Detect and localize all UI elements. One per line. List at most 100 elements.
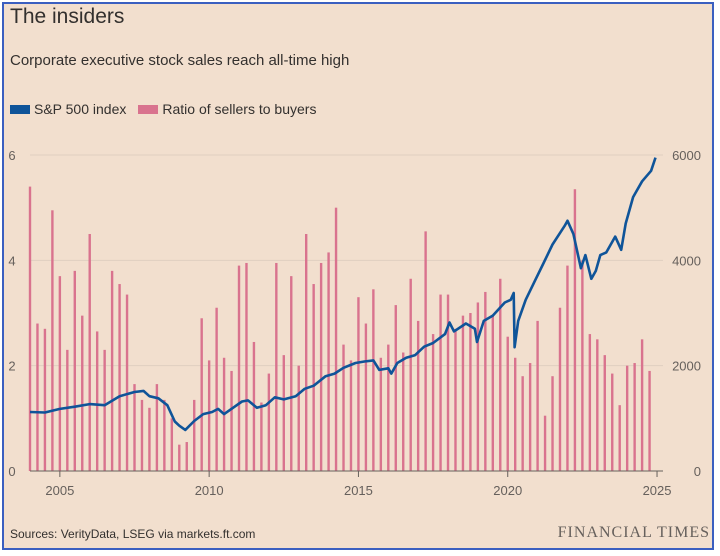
y-right-tick-label: 0 — [694, 464, 701, 479]
legend-item-sp500: S&P 500 index — [10, 101, 126, 117]
ratio-bar — [446, 294, 450, 471]
ratio-bar — [215, 307, 218, 471]
legend-label-sp500: S&P 500 index — [34, 101, 127, 117]
ratio-bar — [409, 278, 412, 471]
ratio-bar — [379, 357, 383, 471]
ratio-bar — [476, 302, 480, 471]
ratio-bar — [155, 384, 159, 471]
ratio-bar — [334, 207, 338, 471]
ratio-bar — [297, 365, 300, 471]
legend-swatch-sp500 — [10, 104, 30, 114]
x-tick-label: 2020 — [493, 483, 522, 498]
ratio-bar — [581, 260, 584, 471]
ratio-bar — [469, 313, 472, 471]
ratio-bar — [103, 349, 106, 471]
ratio-bar — [506, 336, 509, 471]
ratio-bar — [454, 328, 457, 471]
ratio-bar — [200, 318, 203, 471]
ratio-bar — [633, 363, 636, 471]
ratio-bar — [588, 334, 592, 471]
ratio-bar — [558, 307, 562, 471]
ratio-bar — [566, 265, 569, 471]
ratio-bar — [640, 339, 644, 471]
ratio-bar — [342, 344, 345, 471]
y-right-tick-label: 2000 — [672, 359, 701, 374]
ratio-bar — [514, 357, 517, 471]
ratio-bar — [81, 315, 84, 471]
ratio-bar — [543, 415, 547, 471]
y-left-tick-label: 2 — [8, 359, 15, 374]
ratio-bar — [95, 331, 99, 471]
ratio-bar — [364, 323, 368, 471]
legend-label-ratio: Ratio of sellers to buyers — [162, 101, 317, 117]
x-tick-label: 2005 — [45, 483, 74, 498]
ratio-bar — [424, 231, 427, 471]
ratio-bar — [66, 349, 69, 471]
ratio-bar — [402, 352, 405, 471]
ratio-bar — [625, 365, 629, 471]
ratio-bar — [312, 284, 315, 471]
ratio-bar — [51, 210, 54, 472]
source-note: Sources: VerityData, LSEG via markets.ft… — [10, 527, 256, 541]
x-tick-label: 2015 — [344, 483, 373, 498]
ratio-bar — [178, 444, 181, 471]
y-left-tick-label: 4 — [8, 253, 15, 268]
ratio-bar — [521, 376, 524, 471]
ratio-bar — [416, 320, 420, 471]
ratio-bar — [349, 360, 353, 471]
ratio-bar — [260, 402, 263, 471]
ratio-bar — [648, 370, 651, 471]
ratio-bar — [148, 407, 151, 471]
ratio-bar — [125, 294, 129, 471]
page-title: The insiders — [10, 5, 125, 28]
y-right-tick-label: 4000 — [672, 253, 701, 268]
y-left-tick-label: 0 — [8, 464, 15, 479]
y-left-tick-label: 6 — [8, 148, 15, 163]
x-tick-label: 2025 — [643, 483, 672, 498]
ratio-bar — [491, 315, 495, 471]
ratio-bar — [372, 289, 375, 471]
ratio-bar — [88, 234, 91, 471]
ratio-bar — [282, 355, 285, 471]
ratio-bar — [110, 270, 114, 471]
ratio-bar — [207, 360, 211, 471]
ratio-bar — [461, 315, 465, 471]
ratio-bar — [573, 189, 577, 471]
ratio-bar — [357, 297, 360, 471]
ratio-bar — [28, 186, 32, 471]
ratio-bar — [439, 294, 442, 471]
ratio-bar — [596, 339, 599, 471]
ratio-bar — [394, 305, 397, 471]
ratio-bar — [185, 442, 188, 471]
ratio-bar — [43, 328, 47, 471]
ratio-bar — [133, 384, 136, 471]
ratio-bar — [290, 276, 293, 471]
ratio-bar — [327, 252, 330, 471]
ratio-bar — [611, 373, 614, 471]
ratio-bar — [73, 270, 76, 471]
ratio-bar — [36, 323, 39, 471]
ratio-bar — [499, 278, 502, 471]
ratio-bar — [528, 363, 532, 471]
ratio-bar — [536, 320, 539, 471]
ratio-bar — [275, 262, 278, 471]
page-subtitle: Corporate executive stock sales reach al… — [10, 52, 350, 69]
ratio-bar — [267, 373, 271, 471]
ratio-bar — [603, 355, 606, 471]
ratio-bar — [237, 265, 241, 471]
ratio-bar — [193, 399, 196, 471]
legend-item-ratio: Ratio of sellers to buyers — [138, 101, 316, 117]
ratio-bar — [58, 276, 62, 471]
legend-swatch-ratio — [138, 104, 159, 114]
ratio-bar — [618, 405, 621, 471]
x-tick-label: 2010 — [195, 483, 224, 498]
ratio-bar — [304, 234, 308, 471]
ratio-bar — [245, 262, 248, 471]
ratio-bar — [140, 399, 144, 471]
y-right-tick-label: 6000 — [672, 148, 701, 163]
ratio-bar — [163, 399, 166, 471]
ratio-bar — [118, 284, 121, 471]
legend: S&P 500 index Ratio of sellers to buyers — [10, 101, 328, 117]
ratio-bar — [230, 370, 233, 471]
